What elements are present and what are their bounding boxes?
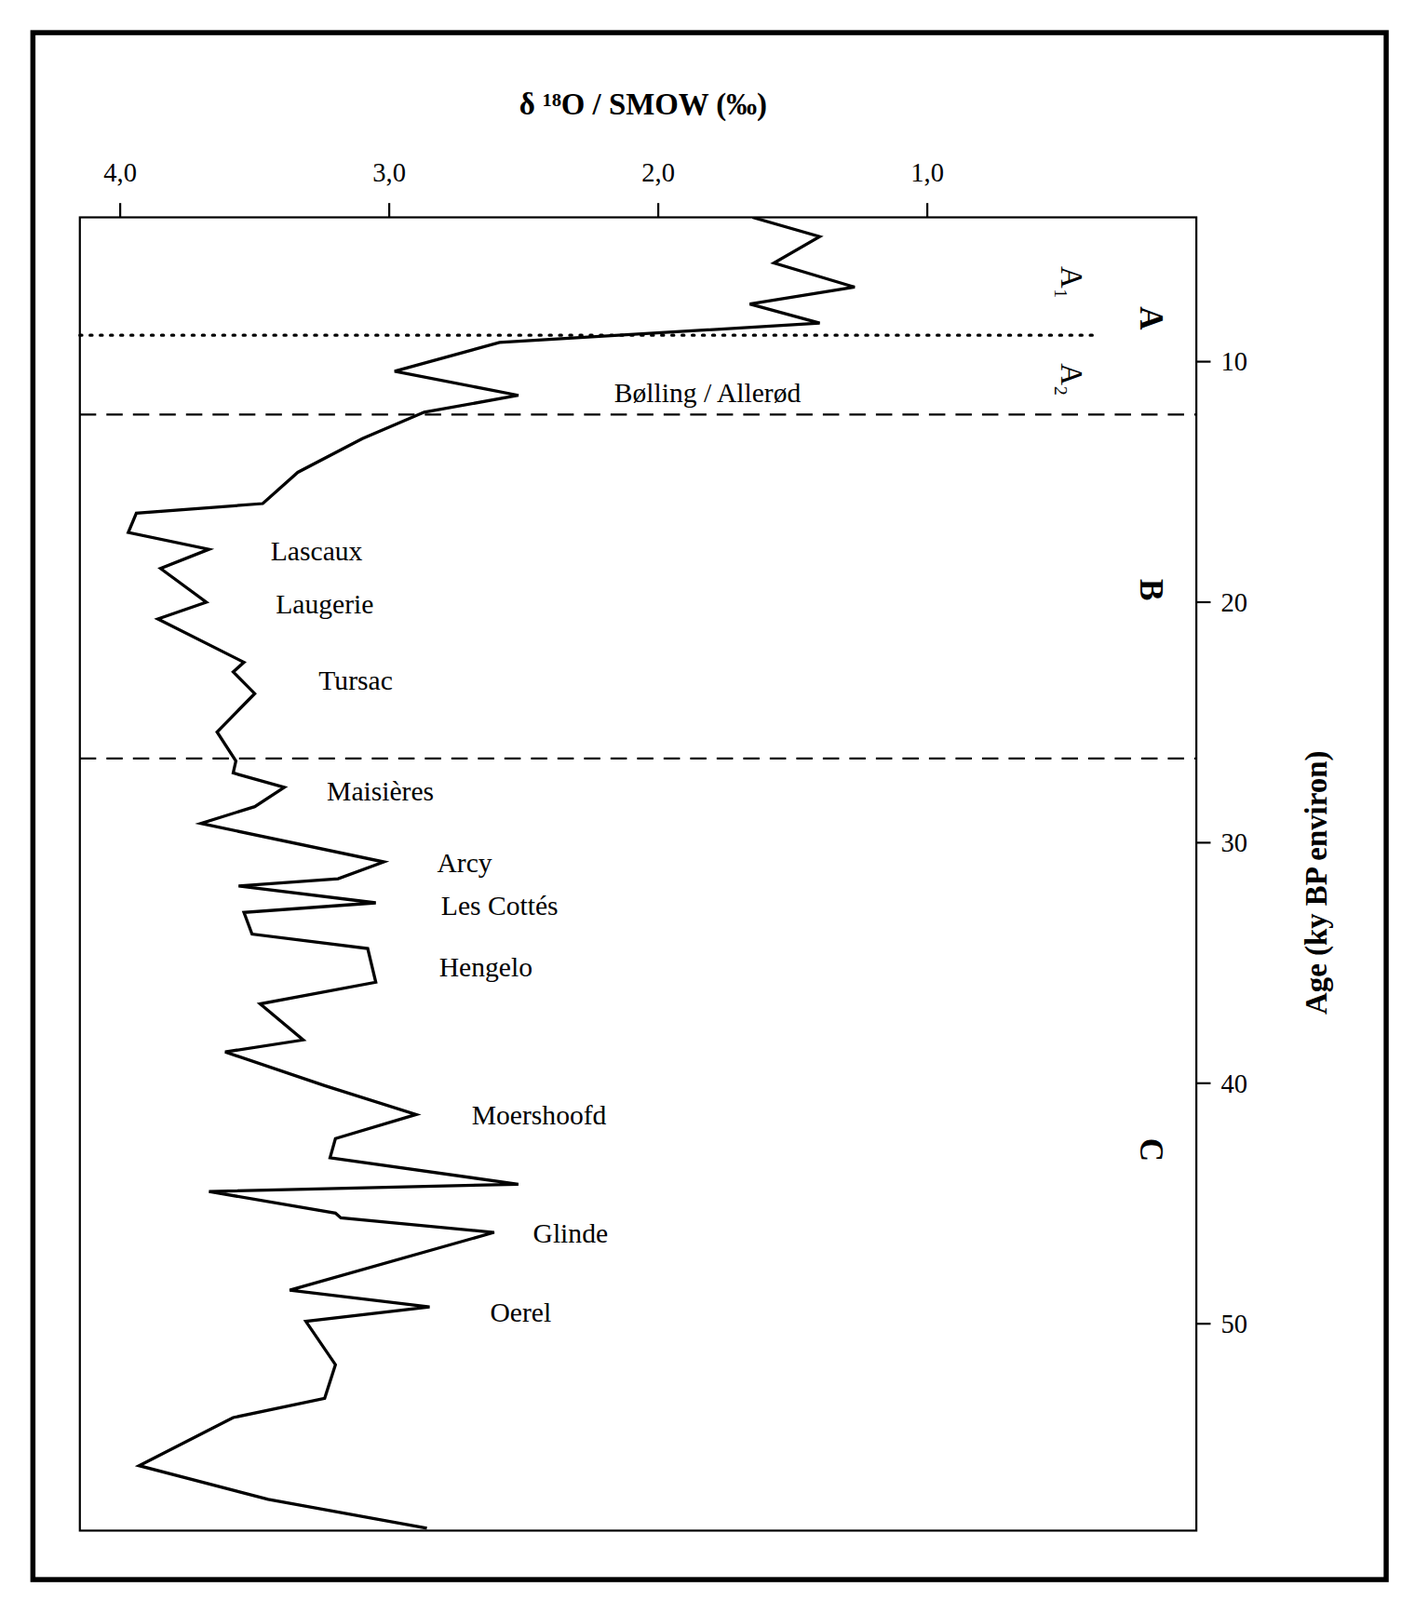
period-label: Hengelo (439, 952, 533, 983)
y-tick-label: 30 (1220, 828, 1247, 858)
period-label: Moershoofd (471, 1100, 607, 1131)
chart: 4,0 3,0 2,0 1,0 10 20 30 40 50 δ ¹⁸O / SMOW (‰) Ag… (0, 0, 1415, 1600)
period-label: Glinde (533, 1218, 609, 1249)
y-tick (1196, 1082, 1211, 1085)
subzone-label: A₂ (1054, 363, 1089, 396)
y-tick-label: 50 (1220, 1309, 1247, 1339)
subzone-label: A₁ (1054, 266, 1089, 299)
y-tick-label: 40 (1220, 1069, 1247, 1099)
zone-label: B (1132, 579, 1170, 601)
x-tick-label: 3,0 (372, 158, 406, 188)
period-label: Oerel (489, 1297, 552, 1328)
x-tick-label: 4,0 (103, 158, 137, 188)
period-label: Lascaux (270, 536, 364, 566)
x-tick-label: 1,0 (910, 158, 944, 188)
x-tick (119, 202, 122, 217)
y-tick (1196, 360, 1211, 363)
zone-label: A (1132, 306, 1170, 331)
x-tick (926, 202, 929, 217)
x-tick (657, 202, 660, 217)
plot-frame (80, 217, 1197, 1532)
y-tick (1196, 1322, 1211, 1325)
y-tick-label: 10 (1220, 347, 1247, 377)
outer-border (32, 32, 1387, 1580)
period-label: Bølling / Allerød (614, 377, 802, 408)
period-label: Arcy (436, 848, 492, 878)
zone-label: C (1132, 1138, 1170, 1162)
plot-area (128, 217, 855, 1529)
y-tick-label: 20 (1220, 588, 1247, 618)
y-axis-title: Age (ky BP environ) (1299, 751, 1335, 1015)
period-label: Tursac (318, 665, 392, 696)
period-label: Laugerie (275, 589, 374, 620)
d18o-curve (128, 217, 855, 1529)
y-tick (1196, 601, 1211, 604)
x-tick (388, 202, 391, 217)
boundary-line (80, 413, 1197, 416)
period-label: Les Cottés (441, 890, 559, 921)
x-tick-label: 2,0 (641, 158, 675, 188)
x-axis-title: δ ¹⁸O / SMOW (‰) (519, 87, 768, 122)
period-label: Maisières (326, 776, 434, 807)
boundary-line (80, 757, 1197, 760)
y-tick (1196, 841, 1211, 844)
